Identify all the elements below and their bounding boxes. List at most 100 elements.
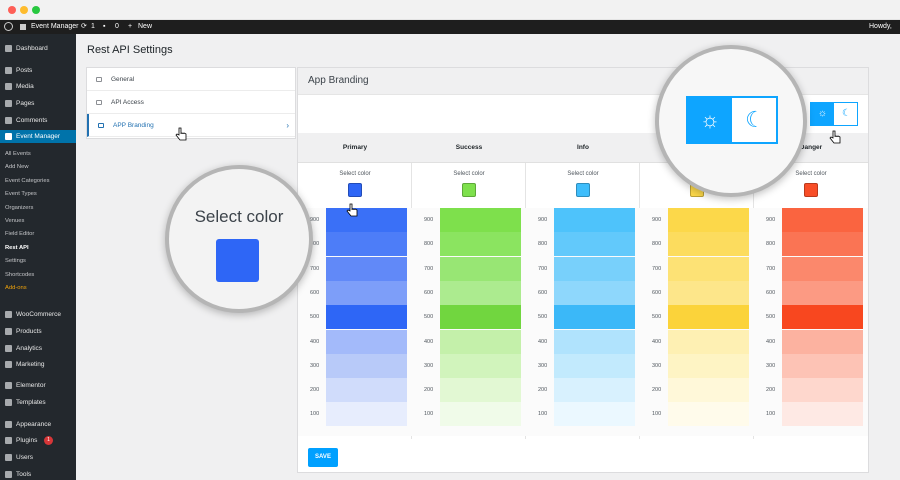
shade-swatch[interactable] (554, 208, 635, 232)
shade-swatch[interactable] (668, 280, 749, 305)
sidebar-item-tools[interactable]: Tools (0, 468, 76, 480)
sidebar-item-elementor[interactable]: Elementor (0, 379, 76, 392)
submenu-item-rest-api[interactable]: Rest API (5, 244, 29, 251)
wordpress-logo-icon[interactable] (4, 22, 13, 31)
sidebar-item-products[interactable]: Products (0, 325, 76, 338)
save-button[interactable]: SAVE (308, 448, 338, 467)
submenu-item-settings[interactable]: Settings (5, 258, 26, 265)
sidebar-item-templates[interactable]: Templates (0, 396, 76, 409)
submenu-item-all-events[interactable]: All Events (5, 151, 31, 157)
submenu-item-field-editor[interactable]: Field Editor (5, 231, 35, 238)
shade-swatch[interactable] (326, 402, 407, 427)
color-swatch[interactable] (462, 183, 476, 197)
shade-swatch[interactable] (440, 378, 521, 403)
shade-swatch[interactable] (554, 353, 635, 378)
shade-swatch[interactable] (782, 232, 863, 257)
shade-swatch[interactable] (554, 256, 635, 281)
sidebar-item-posts[interactable]: Posts (0, 64, 76, 77)
sidebar-item-comments[interactable]: Comments (0, 114, 76, 127)
shade-swatch[interactable] (554, 329, 635, 354)
submenu-item-event-categories[interactable]: Event Categories (5, 177, 50, 184)
submenu-item-add-ons[interactable]: Add-ons (5, 285, 27, 291)
sidebar-item-woocommerce[interactable]: WooCommerce (0, 308, 76, 321)
shade-swatch[interactable] (668, 378, 749, 403)
chevron-right-icon: › (286, 121, 289, 130)
shade-swatch[interactable] (326, 378, 407, 403)
shade-swatch[interactable] (668, 232, 749, 257)
shade-swatch[interactable] (668, 256, 749, 281)
shade-swatch[interactable] (326, 256, 407, 281)
color-swatch[interactable] (576, 183, 590, 197)
shade-swatch[interactable] (668, 208, 749, 232)
plus-icon[interactable]: + (128, 23, 133, 30)
tab-api-access[interactable]: API Access (87, 91, 295, 114)
sidebar-item-marketing[interactable]: Marketing (0, 358, 76, 371)
comments-icon[interactable]: ▪ (103, 23, 106, 30)
shade-level-label: 900 (538, 217, 548, 223)
tab-general[interactable]: General (87, 68, 295, 91)
updates-icon[interactable]: ⟳ (81, 23, 87, 30)
palette-name: Info (526, 133, 640, 163)
sun-icon[interactable]: ☼ (811, 103, 834, 125)
shade-level-label: 500 (652, 314, 662, 321)
submenu-item-shortcodes[interactable]: Shortcodes (5, 271, 35, 278)
shade-swatch[interactable] (326, 280, 407, 305)
shade-swatch[interactable] (554, 232, 635, 257)
shade-swatch[interactable] (326, 353, 407, 378)
shade-swatch[interactable] (326, 232, 407, 257)
sidebar-item-dashboard[interactable]: Dashboard (0, 42, 76, 55)
shade-swatch[interactable] (782, 329, 863, 354)
theme-toggle[interactable]: ☼ ☾ (810, 102, 858, 126)
sidebar-item-media[interactable]: Media (0, 80, 76, 93)
shade-level-label: 300 (652, 362, 662, 369)
shade-swatch[interactable] (782, 353, 863, 378)
shade-swatch[interactable] (782, 305, 863, 330)
submenu-item-organizers[interactable]: Organizers (5, 204, 34, 211)
shade-swatch[interactable] (668, 305, 749, 330)
site-name-link[interactable]: Event Manager (31, 23, 79, 30)
shade-swatch[interactable] (668, 353, 749, 378)
color-swatch[interactable] (804, 183, 818, 197)
color-swatch[interactable] (348, 183, 362, 197)
shade-swatch[interactable] (440, 256, 521, 281)
shade-swatch[interactable] (782, 208, 863, 232)
sidebar-item-plugins[interactable]: Plugins 1 (0, 434, 76, 447)
shade-swatch[interactable] (554, 305, 635, 330)
shade-swatch[interactable] (554, 378, 635, 403)
shade-swatch[interactable] (668, 329, 749, 354)
new-link[interactable]: New (138, 23, 153, 30)
shade-swatch[interactable] (554, 280, 635, 305)
comments-count[interactable]: 0 (115, 23, 119, 30)
shade-swatch[interactable] (782, 256, 863, 281)
sidebar-item-analytics[interactable]: Analytics (0, 342, 76, 355)
close-window-icon[interactable] (8, 6, 16, 14)
sidebar-item-pages[interactable]: Pages (0, 97, 76, 110)
shade-swatch[interactable] (440, 232, 521, 257)
updates-count[interactable]: 1 (91, 23, 95, 30)
submenu-item-add-new[interactable]: Add New (5, 164, 29, 171)
moon-icon[interactable]: ☾ (842, 108, 851, 119)
submenu-item-venues[interactable]: Venues (5, 218, 25, 224)
shade-swatch[interactable] (440, 329, 521, 354)
sidebar-item-users[interactable]: Users (0, 451, 76, 464)
shade-swatch[interactable] (668, 402, 749, 427)
tab-app-branding[interactable]: APP Branding › (87, 114, 295, 137)
shade-level-label: 600 (652, 289, 662, 296)
sidebar-item-event-manager[interactable]: Event Manager (0, 130, 76, 143)
shade-swatch[interactable] (782, 378, 863, 403)
shade-swatch[interactable] (782, 402, 863, 427)
shade-swatch[interactable] (440, 208, 521, 232)
minimize-window-icon[interactable] (20, 6, 28, 14)
shade-swatch[interactable] (440, 305, 521, 330)
shade-swatch[interactable] (554, 402, 635, 427)
shade-swatch[interactable] (440, 402, 521, 427)
shade-swatch[interactable] (326, 329, 407, 354)
shade-swatch[interactable] (326, 208, 407, 232)
shade-swatch[interactable] (326, 305, 407, 330)
shade-swatch[interactable] (440, 353, 521, 378)
shade-swatch[interactable] (440, 280, 521, 305)
maximize-window-icon[interactable] (32, 6, 40, 14)
submenu-item-event-types[interactable]: Event Types (5, 191, 37, 198)
shade-swatch[interactable] (782, 280, 863, 305)
sidebar-item-appearance[interactable]: Appearance (0, 418, 76, 431)
